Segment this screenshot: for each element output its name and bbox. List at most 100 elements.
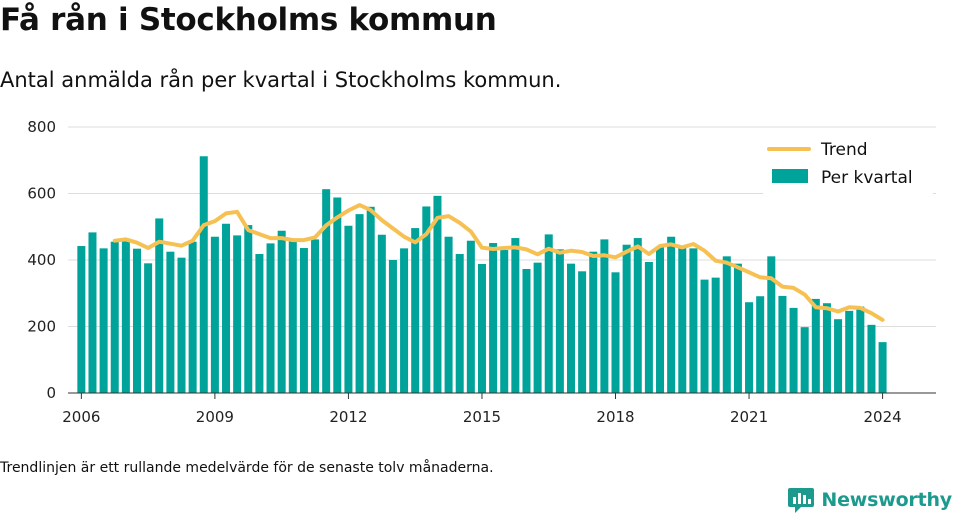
bar [477,263,486,393]
bar [633,238,642,393]
bar [99,248,108,393]
brand-logo[interactable]: Newsworthy [787,486,952,514]
bar [233,235,242,393]
chart-title: Få rån i Stockholms kommun [0,2,497,38]
bar [811,298,820,393]
bar [555,249,564,393]
bar [711,277,720,393]
bar [733,263,742,393]
bar [199,156,208,393]
y-tick-label: 0 [46,384,56,402]
legend-bar-label: Per kvartal [821,168,913,188]
bar [344,225,353,393]
bar [110,241,119,393]
brand-name: Newsworthy [821,489,952,511]
bar [466,240,475,393]
bar [722,256,731,393]
x-tick-label: 2012 [329,408,367,426]
bar [767,256,776,393]
bar [411,228,420,393]
bar [277,230,286,393]
x-axis-ticks: 2006 2009 2012 2015 2018 2021 2024 [62,393,902,426]
bar [656,247,665,393]
chart-subtitle: Antal anmälda rån per kvartal i Stockhol… [0,68,562,92]
bar [800,327,809,393]
footnote: Trendlinjen är ett rullande medelvärde f… [0,460,494,476]
bar [667,236,676,393]
bar [756,296,765,393]
x-tick-label: 2018 [596,408,634,426]
x-tick-label: 2024 [863,408,901,426]
bar [845,310,854,393]
legend-background [763,134,933,196]
bar [121,241,130,393]
bar [822,303,831,393]
newsworthy-logo-icon [788,488,815,513]
bar [522,268,531,393]
bar [544,234,553,393]
bar [589,251,598,393]
bar [644,261,653,393]
bar [566,263,576,393]
bar [789,307,798,393]
bar [244,225,253,393]
bar [333,197,342,393]
bar [177,257,186,393]
bar [377,234,386,393]
bar [388,260,397,393]
bar [322,189,331,393]
bar [77,246,86,393]
bar [88,232,97,393]
bar [155,218,164,393]
bar [422,206,431,393]
bar [255,254,264,393]
bar [400,248,409,393]
bar [500,250,509,393]
bar [700,279,709,393]
bar [188,241,197,393]
bar [444,236,453,393]
x-tick-label: 2006 [62,408,100,426]
bar [689,248,698,393]
bar [867,324,876,393]
legend-bar-swatch [772,169,808,183]
bar [778,295,787,393]
legend: Trend Per kvartal [763,134,933,196]
bar [299,248,308,393]
bar [222,223,231,393]
trend-line [112,203,885,322]
bar [311,239,320,393]
legend-trend-label: Trend [820,140,868,160]
bar [600,239,609,393]
bar [878,342,887,393]
x-tick-label: 2009 [196,408,234,426]
bar [166,251,175,393]
bar [288,241,297,393]
bar [834,319,843,393]
bar [856,306,865,393]
bar [511,238,520,393]
bar [489,243,498,393]
bar [355,214,364,393]
bar [745,302,754,393]
bar [132,248,142,393]
bar [433,195,442,393]
bar-series [77,156,887,393]
x-tick-label: 2015 [463,408,501,426]
bar [266,243,275,393]
y-tick-label: 600 [27,185,56,203]
bar [455,254,464,393]
bar [210,236,219,393]
bar [611,272,620,393]
bar [678,246,687,393]
bar [366,206,375,393]
bar [622,244,631,393]
y-tick-label: 200 [27,318,56,336]
y-axis-ticks: 0 200 400 600 800 [27,118,56,402]
bar [533,262,542,393]
bar [144,263,153,393]
bar [578,271,587,393]
y-tick-label: 400 [27,251,56,269]
y-tick-label: 800 [27,118,56,136]
